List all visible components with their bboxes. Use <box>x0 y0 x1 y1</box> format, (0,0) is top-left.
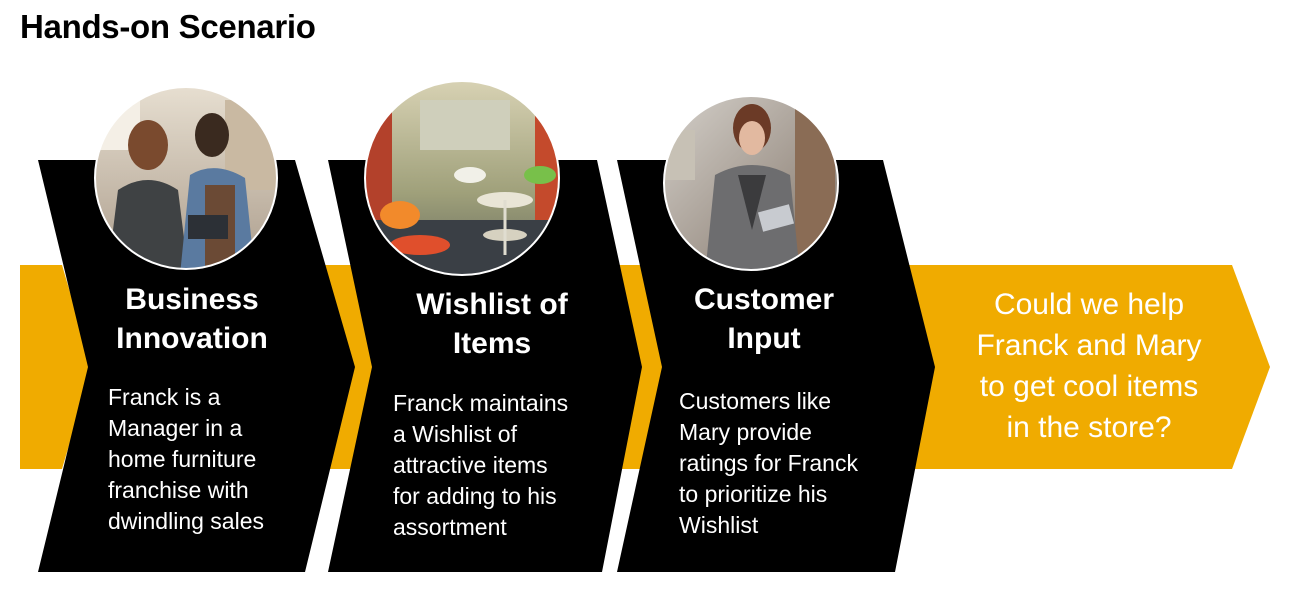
step-chevron-3 <box>617 160 935 572</box>
band-left-segment <box>20 265 92 469</box>
step-body-customer-input: Customers like Mary provide ratings for … <box>679 388 858 538</box>
step-heading-business-innovation: Business Innovation <box>116 283 268 355</box>
question-arrow <box>900 265 1270 469</box>
page-title: Hands-on Scenario <box>20 8 316 45</box>
step-chevron-1 <box>38 160 355 572</box>
question-text: Could we help Franck and Mary to get coo… <box>976 288 1202 444</box>
photo-ring-3 <box>663 95 839 271</box>
step-body-wishlist-of-items: Franck maintains a Wishlist of attractiv… <box>393 390 569 540</box>
step-chevron-2 <box>328 160 642 572</box>
photo-ring-2 <box>364 80 560 276</box>
step-body-business-innovation: Franck is a Manager in a home furniture … <box>108 384 264 534</box>
photo-ring-1 <box>94 86 278 270</box>
furniture-showroom-photo <box>365 81 559 275</box>
step-heading-customer-input: Customer Input <box>693 283 835 355</box>
step-heading-wishlist-of-items: Wishlist of Items <box>416 288 568 360</box>
